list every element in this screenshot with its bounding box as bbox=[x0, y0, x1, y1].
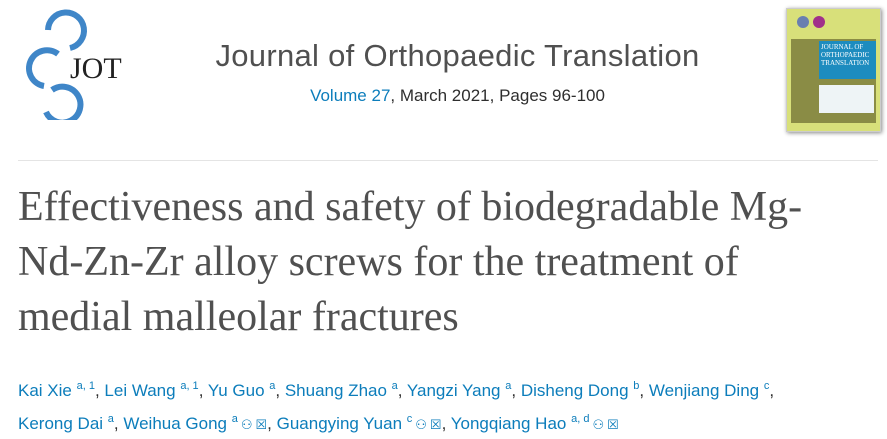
author-name[interactable]: Disheng Dong bbox=[520, 381, 634, 400]
author-link[interactable]: Disheng Dong b bbox=[520, 380, 640, 400]
affiliation-marker[interactable]: b bbox=[633, 380, 640, 392]
author-name[interactable]: Yu Guo bbox=[207, 381, 270, 400]
divider bbox=[18, 160, 878, 161]
separator: , bbox=[769, 381, 775, 400]
author-name[interactable]: Wenjiang Ding bbox=[648, 381, 764, 400]
author-link[interactable]: Yangzi Yang a bbox=[406, 380, 512, 400]
affiliation-marker[interactable]: c bbox=[763, 380, 770, 392]
separator: , bbox=[511, 381, 521, 400]
author-link[interactable]: Weihua Gong a ⚇ ☒ bbox=[123, 413, 268, 433]
separator: , bbox=[397, 381, 407, 400]
author-list: Kai Xie a, 1, Lei Wang a, 1, Yu Guo a, S… bbox=[18, 372, 774, 439]
author-link[interactable]: Kerong Dai a bbox=[18, 413, 114, 433]
journal-cover-image[interactable]: JOURNAL OF ORTHOPAEDIC TRANSLATION bbox=[786, 8, 881, 132]
author-link[interactable]: Yongqiang Hao a, d ⚇ ☒ bbox=[450, 413, 619, 433]
affiliation-marker[interactable]: a bbox=[391, 380, 398, 392]
author-link[interactable]: Yu Guo a bbox=[207, 380, 276, 400]
separator: , bbox=[198, 381, 208, 400]
affiliation-marker[interactable]: a bbox=[505, 380, 512, 392]
title-line: Effectiveness and safety of biodegradabl… bbox=[18, 184, 803, 230]
separator: , bbox=[94, 381, 105, 400]
author-link[interactable]: Wenjiang Ding c bbox=[648, 380, 770, 400]
volume-link[interactable]: Volume 27 bbox=[310, 86, 391, 105]
author-link[interactable]: Lei Wang a, 1 bbox=[104, 380, 199, 400]
author-link[interactable]: Kai Xie a, 1 bbox=[18, 380, 95, 400]
email-icon[interactable]: ☒ bbox=[607, 417, 619, 432]
affiliation-marker[interactable]: a bbox=[231, 413, 238, 425]
separator: , bbox=[275, 381, 285, 400]
author-name[interactable]: Lei Wang bbox=[104, 381, 181, 400]
email-icon[interactable]: ☒ bbox=[429, 417, 442, 432]
person-icon[interactable]: ⚇ bbox=[240, 417, 253, 432]
person-icon[interactable]: ⚇ bbox=[415, 417, 427, 432]
issue-info: Volume 27, March 2021, Pages 96-100 bbox=[180, 86, 735, 106]
separator: , bbox=[113, 414, 124, 433]
affiliation-marker[interactable]: a, 1 bbox=[180, 380, 199, 392]
article-title: Effectiveness and safety of biodegradabl… bbox=[18, 180, 802, 345]
author-link[interactable]: Shuang Zhao a bbox=[284, 380, 398, 400]
separator: , bbox=[441, 414, 451, 433]
affiliation-marker[interactable]: a bbox=[269, 380, 276, 392]
author-name[interactable]: Kerong Dai bbox=[18, 414, 108, 433]
author-name[interactable]: Shuang Zhao bbox=[284, 381, 392, 400]
email-icon[interactable]: ☒ bbox=[255, 417, 268, 432]
affiliation-marker[interactable]: a bbox=[107, 413, 114, 425]
author-link[interactable]: Guangying Yuan c ⚇ ☒ bbox=[276, 413, 442, 433]
affiliation-marker[interactable]: a, 1 bbox=[76, 380, 95, 392]
title-line: Nd-Zn-Zr alloy screws for the treatment … bbox=[18, 239, 739, 285]
affiliation-marker[interactable]: c bbox=[406, 413, 413, 425]
cover-title: JOURNAL OF ORTHOPAEDIC TRANSLATION bbox=[819, 41, 876, 79]
journal-name[interactable]: Journal of Orthopaedic Translation bbox=[215, 38, 700, 73]
author-name[interactable]: Kai Xie bbox=[18, 381, 77, 400]
separator: , bbox=[639, 381, 649, 400]
affiliation-marker[interactable]: a, d bbox=[571, 413, 590, 425]
author-name[interactable]: Yongqiang Hao bbox=[450, 414, 572, 433]
person-icon[interactable]: ⚇ bbox=[592, 417, 605, 432]
separator: , bbox=[267, 414, 277, 433]
author-name[interactable]: Weihua Gong bbox=[123, 414, 232, 433]
journal-logo[interactable]: JOT bbox=[18, 8, 138, 126]
svg-text:JOT: JOT bbox=[70, 52, 122, 85]
issue-details: , March 2021, Pages 96-100 bbox=[390, 86, 605, 105]
title-line: medial malleolar fractures bbox=[18, 294, 459, 340]
author-name[interactable]: Yangzi Yang bbox=[406, 381, 506, 400]
author-name[interactable]: Guangying Yuan bbox=[276, 414, 407, 433]
